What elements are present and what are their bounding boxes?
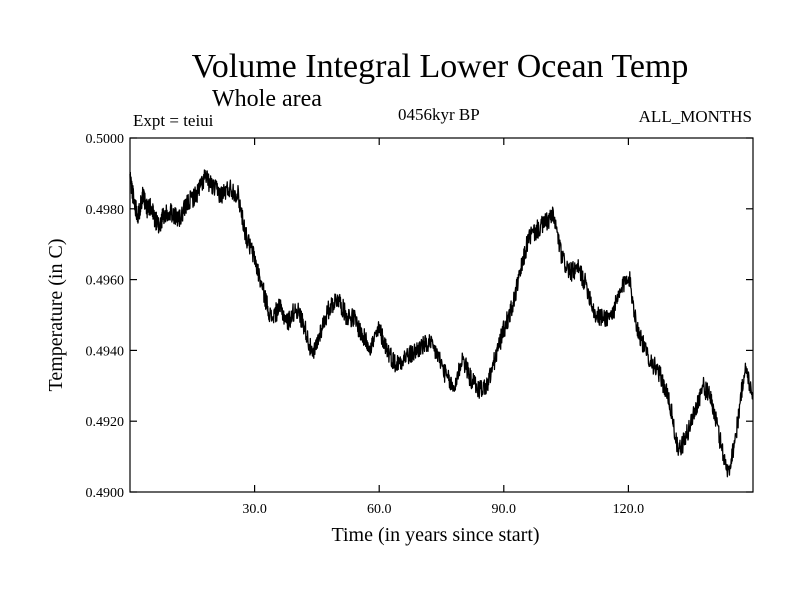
y-axis: 0.4900 0.4920 0.4940 0.4960 0.4980 0.5000 [86, 132, 753, 501]
y-tick-label: 0.4940 [86, 344, 125, 359]
y-tick-label: 0.4980 [86, 203, 125, 218]
period-label: 0456kyr BP [398, 105, 480, 124]
x-axis-title: Time (in years since start) [331, 524, 539, 546]
chart-title: Volume Integral Lower Ocean Temp [191, 48, 689, 85]
x-tick-label: 60.0 [367, 502, 392, 517]
x-tick-label: 30.0 [242, 502, 267, 517]
y-tick-label: 0.4900 [86, 486, 125, 501]
series-layer [129, 169, 754, 478]
experiment-label: Expt = teiui [133, 111, 214, 130]
series-line [129, 169, 754, 478]
y-tick-label: 0.4960 [86, 274, 125, 289]
season-label: ALL_MONTHS [638, 107, 752, 126]
y-axis-title: Temperature (in C) [45, 239, 67, 392]
plot-frame [129, 137, 754, 493]
y-tick-label: 0.4920 [86, 415, 125, 430]
x-axis: 30.0 60.0 90.0 120.0 [242, 138, 644, 517]
x-tick-label: 90.0 [492, 502, 517, 517]
chart-subtitle: Whole area [212, 86, 322, 112]
y-tick-label: 0.5000 [86, 132, 125, 147]
x-tick-label: 120.0 [613, 502, 645, 517]
